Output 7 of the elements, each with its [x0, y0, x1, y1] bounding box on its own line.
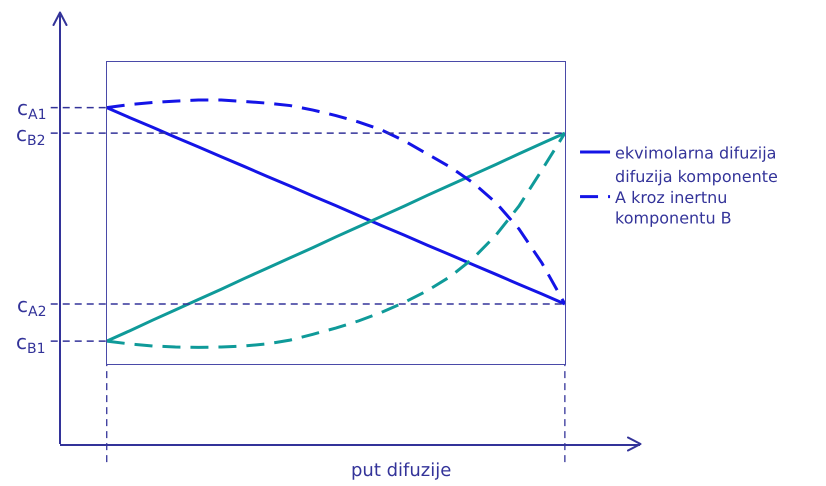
legend-label: difuzija komponente A kroz inertnu komponentu B [615, 167, 778, 228]
legend-label: ekvimolarna difuzija [615, 143, 776, 162]
ref-line-label: c$_{B2}$ [16, 122, 46, 150]
x-axis-title: put difuzije [351, 460, 452, 481]
ref-line-label: c$_{A2}$ [17, 293, 46, 320]
ref-line-label: c$_{A1}$ [17, 96, 46, 124]
ref-line-label: c$_{B1}$ [16, 330, 46, 358]
